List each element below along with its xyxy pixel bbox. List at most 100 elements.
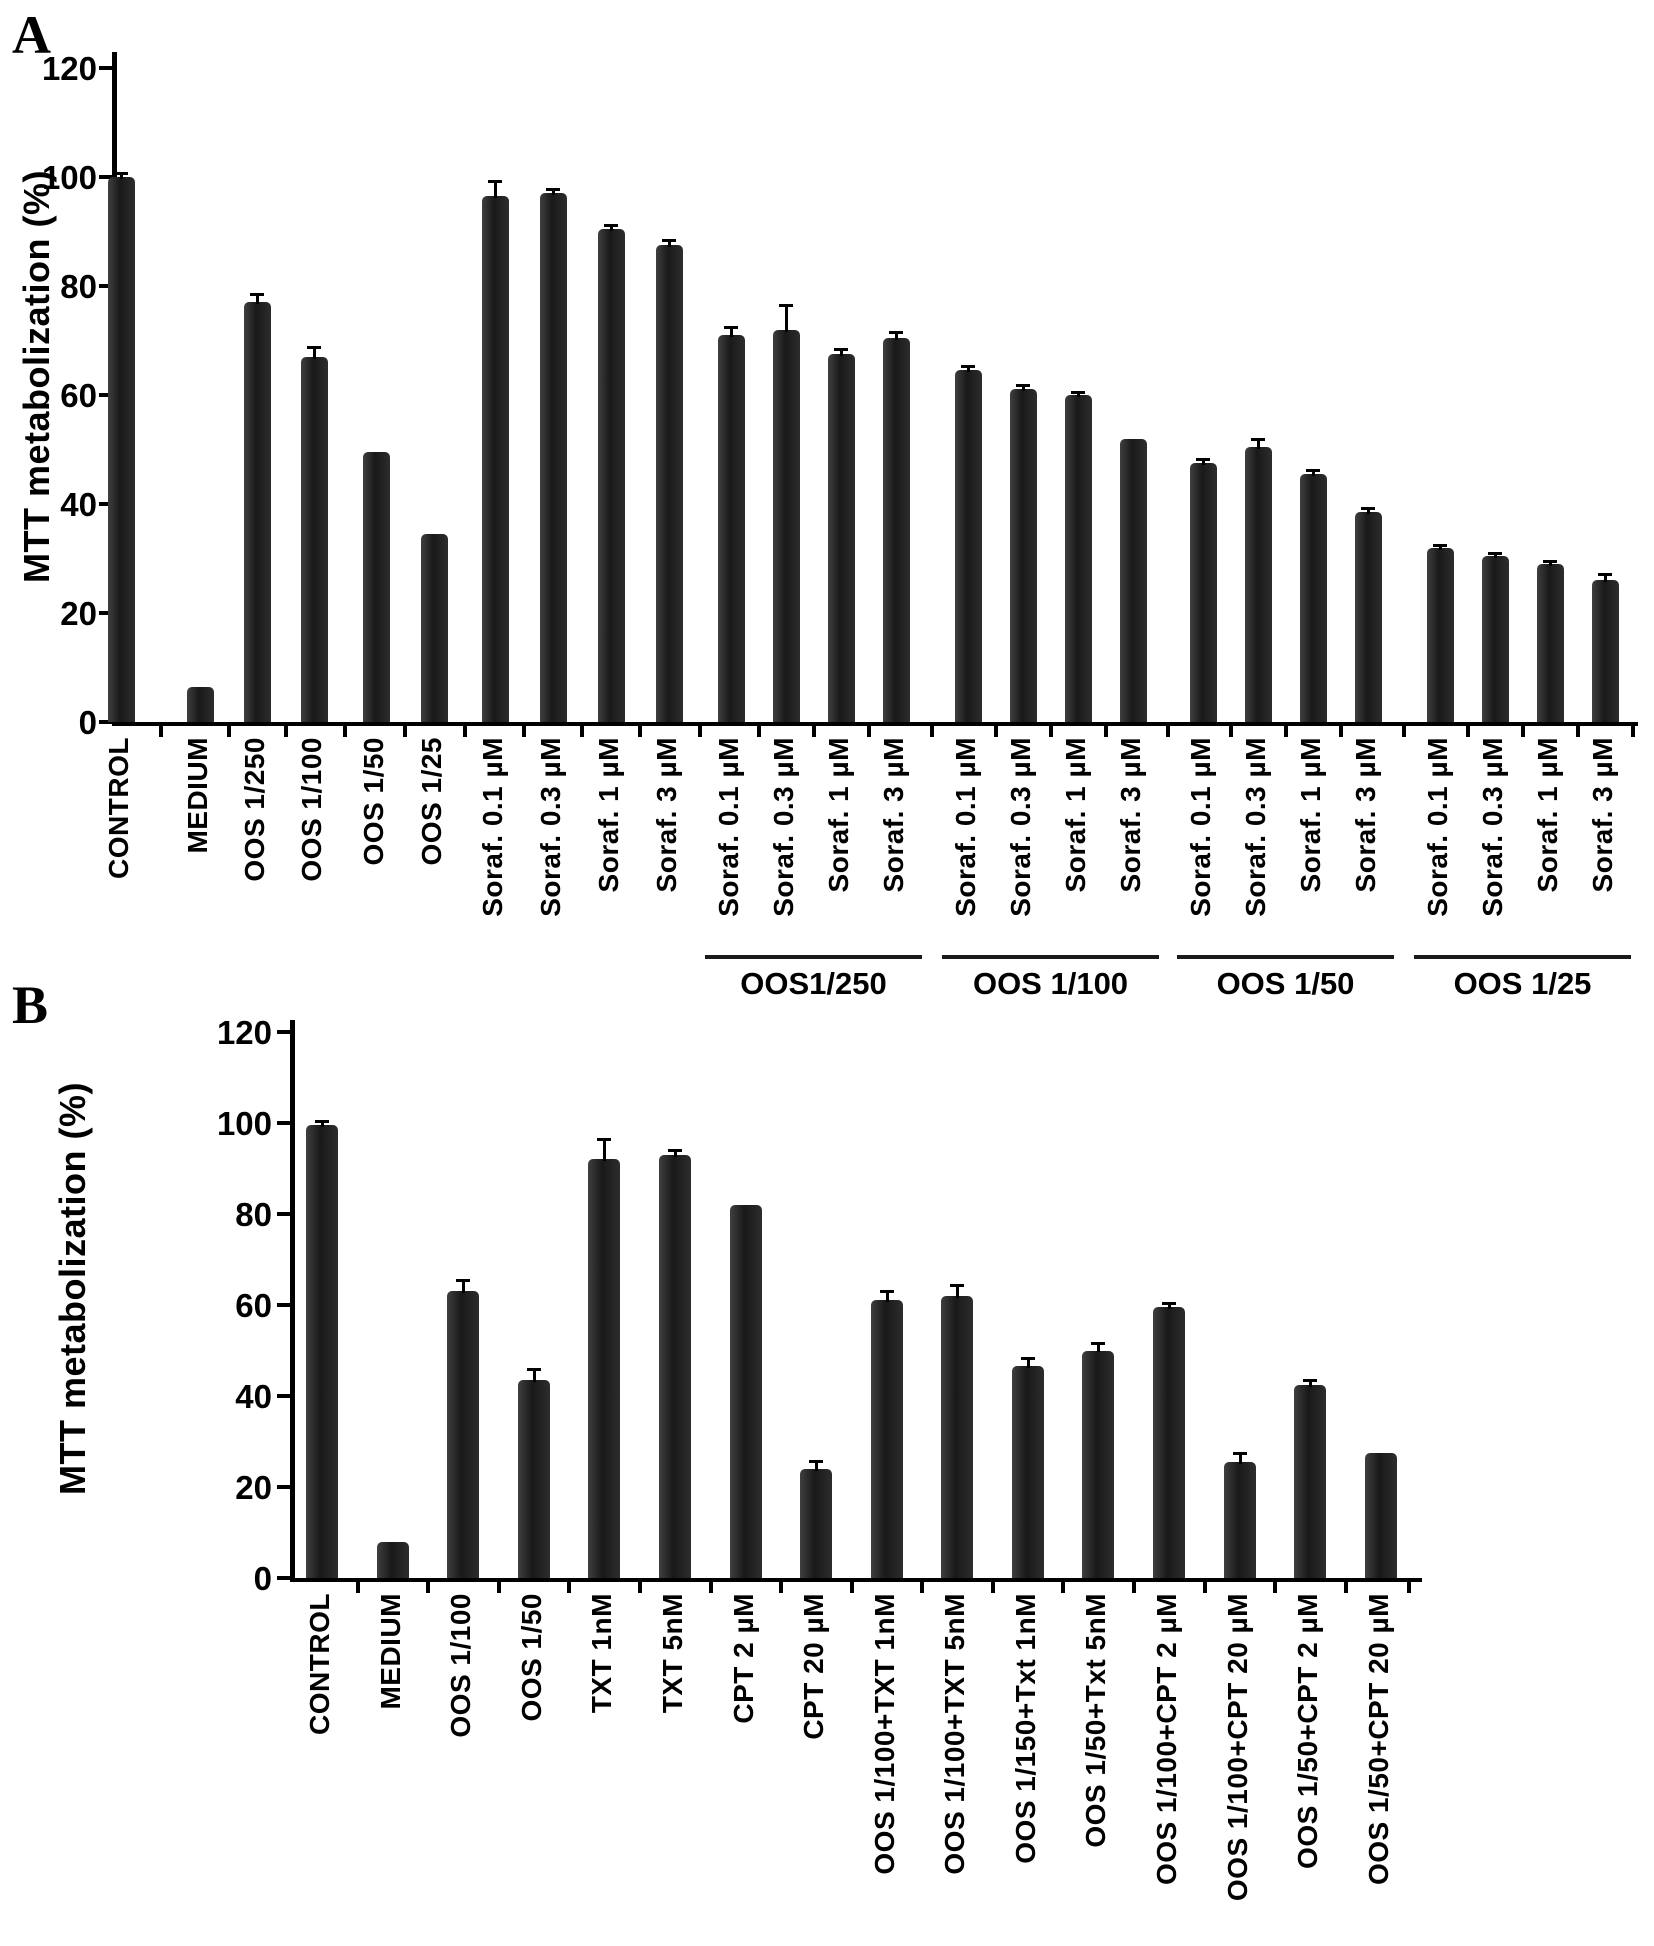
error-bar-line <box>1256 438 1260 449</box>
bar <box>1082 1350 1114 1578</box>
panel-a-y-axis-title: MTT metabolization (%) <box>16 170 57 583</box>
x-axis-category-label: Soraf. 0.1 µM <box>1185 737 1216 917</box>
group-underline <box>1177 955 1394 959</box>
x-axis-tick <box>1575 726 1580 737</box>
bar <box>107 176 135 722</box>
y-axis-tick <box>277 1394 290 1398</box>
y-axis-tick <box>277 1212 290 1216</box>
x-axis-category-label: OOS 1/50+CPT 20 µM <box>1363 1593 1394 1886</box>
bar <box>1299 473 1327 722</box>
y-axis-tick <box>99 65 112 70</box>
error-bar-line <box>673 1150 677 1157</box>
bar <box>1481 555 1509 722</box>
error-bar-cap <box>1196 457 1210 461</box>
bar <box>588 1159 620 1578</box>
bar <box>518 1380 550 1578</box>
error-bar-line <box>814 1460 818 1471</box>
x-axis-tick <box>708 1582 713 1593</box>
y-axis-tick-label: 120 <box>41 49 97 87</box>
error-bar-line <box>966 366 970 373</box>
y-axis-tick <box>99 610 112 615</box>
x-axis-tick <box>462 726 467 737</box>
x-axis-category-label: Soraf. 0.3 µM <box>1477 737 1508 917</box>
bar <box>941 1295 973 1578</box>
x-axis-tick <box>1343 1582 1348 1593</box>
x-axis-category-label: Soraf. 3 µM <box>1115 737 1146 893</box>
x-axis-category-label: Soraf. 1 µM <box>1295 737 1326 893</box>
y-axis-tick-label: 100 <box>41 158 97 196</box>
x-axis-tick <box>567 1582 571 1593</box>
x-axis-category-label: OOS 1/25 <box>416 737 447 866</box>
error-bar-line <box>1026 1358 1030 1369</box>
x-axis-category-label: CONTROL <box>304 1593 335 1735</box>
error-bar-cap <box>307 345 321 349</box>
y-axis-tick-label: 60 <box>60 376 97 414</box>
x-axis-tick <box>1103 726 1108 737</box>
x-axis-tick <box>811 726 816 737</box>
bar <box>447 1291 479 1578</box>
error-bar-line <box>1311 469 1315 476</box>
y-axis-tick-label: 100 <box>216 1105 272 1142</box>
x-axis-tick <box>1520 726 1525 737</box>
x-axis-line <box>112 722 1638 726</box>
error-bar-line <box>784 304 788 332</box>
bar <box>306 1125 338 1578</box>
error-bar-line <box>551 189 555 196</box>
bar <box>1012 1366 1044 1578</box>
bar <box>730 1204 762 1578</box>
error-bar-cap <box>456 1278 470 1282</box>
bar <box>717 334 745 722</box>
error-bar-line <box>1366 507 1370 515</box>
bar <box>481 195 509 722</box>
group-underline <box>942 955 1159 959</box>
y-axis-tick <box>277 1303 290 1307</box>
x-axis-category-label: Soraf. 3 µM <box>878 737 909 893</box>
error-bar-cap <box>250 293 264 297</box>
bar <box>1354 512 1382 722</box>
bar <box>1189 463 1217 722</box>
error-bar-cap <box>1361 506 1375 510</box>
x-axis-category-label: Soraf. 1 µM <box>1532 737 1563 893</box>
y-axis-tick-label: 40 <box>235 1378 272 1415</box>
group-label: OOS 1/25 <box>1453 966 1592 1001</box>
error-bar-line <box>1438 544 1442 550</box>
error-bar-line <box>1603 573 1607 583</box>
y-axis-tick-label: 60 <box>235 1287 272 1324</box>
x-axis-tick <box>1465 726 1470 737</box>
x-axis-category-label: Soraf. 0.3 µM <box>768 737 799 917</box>
error-bar-line <box>255 294 259 305</box>
x-axis-category-label: Soraf. 1 µM <box>593 737 624 893</box>
error-bar-line <box>1548 561 1552 566</box>
error-bar-cap <box>315 1119 329 1123</box>
x-axis-category-label: Soraf. 0.1 µM <box>713 737 744 917</box>
x-axis-category-label: OOS 1/50+Txt 5nM <box>1080 1593 1111 1848</box>
error-bar-line <box>1021 385 1025 392</box>
bar <box>1426 547 1454 722</box>
x-axis-category-label: OOS 1/100+CPT 2 µM <box>1151 1593 1182 1886</box>
bar <box>377 1541 409 1578</box>
x-axis-tick <box>1273 1582 1277 1593</box>
bar <box>1536 563 1564 722</box>
group-underline <box>1414 955 1631 959</box>
x-axis-tick <box>990 1582 995 1593</box>
x-axis-category-label: OOS 1/250 <box>239 737 270 882</box>
x-axis-category-label: MEDIUM <box>375 1593 406 1710</box>
bar <box>186 686 214 722</box>
error-bar-cap <box>834 347 848 351</box>
x-axis-line <box>290 1578 1422 1582</box>
x-axis-category-label: Soraf. 0.1 µM <box>477 737 508 917</box>
x-axis-category-label: OOS 1/100+TXT 1nM <box>869 1593 900 1875</box>
x-axis-tick <box>522 726 526 737</box>
bar <box>659 1154 691 1578</box>
group-underline <box>705 955 922 959</box>
error-bar-line <box>1076 392 1080 397</box>
error-bar-line <box>1493 553 1497 558</box>
error-bar-cap <box>1233 1451 1247 1455</box>
x-axis-category-label: Soraf. 3 µM <box>1350 737 1381 893</box>
x-axis-tick <box>779 1582 783 1593</box>
bar <box>300 356 328 722</box>
x-axis-category-label: TXT 5nM <box>657 1593 688 1714</box>
y-axis-tick <box>277 1576 290 1580</box>
x-axis-tick <box>1131 1582 1136 1593</box>
